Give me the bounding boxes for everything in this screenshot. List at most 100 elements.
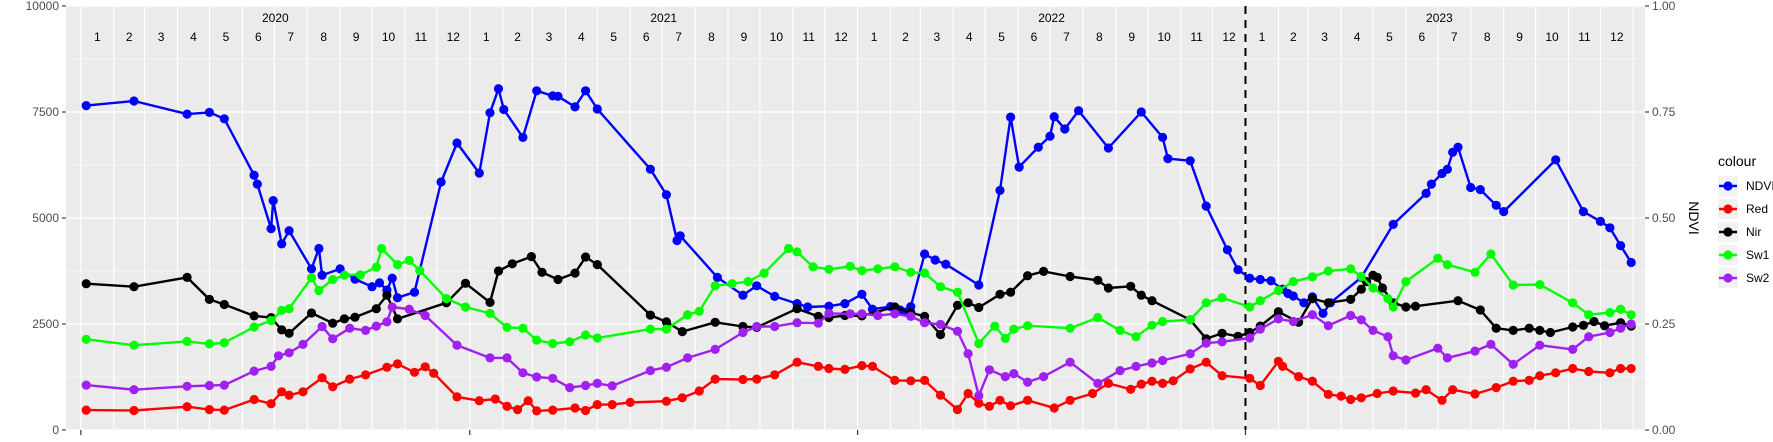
data-point-sw1 [204, 339, 214, 349]
year-labels: 2020 2021 2022 2023 [262, 11, 1453, 25]
month-label: 5 [223, 30, 230, 44]
data-point-ndvi [182, 109, 192, 119]
data-point-sw2 [485, 353, 495, 363]
data-point-ndvi [436, 177, 446, 187]
data-point-sw2 [1470, 346, 1480, 356]
data-point-sw2 [710, 344, 720, 354]
legend-item-nir: Nir [1718, 222, 1761, 242]
legend-item-sw2: Sw2 [1718, 268, 1770, 288]
series-sw1 [81, 243, 1636, 350]
data-point-red [1087, 388, 1098, 399]
data-point-ndvi [1201, 201, 1211, 211]
legend-item-sw1: Sw1 [1718, 245, 1770, 265]
data-point-sw1 [81, 334, 91, 344]
legend-key-point [1723, 204, 1733, 214]
data-point-sw2 [1323, 321, 1333, 331]
data-point-red [984, 401, 995, 411]
data-point-nir [1126, 281, 1136, 291]
data-point-sw1 [592, 333, 602, 343]
data-point-nir [306, 308, 317, 318]
data-point-sw2 [1273, 314, 1283, 324]
data-point-ndvi [1595, 216, 1605, 226]
data-point-sw2 [592, 378, 602, 388]
data-point-red [1421, 385, 1431, 395]
month-label: 6 [1419, 30, 1426, 44]
data-point-sw2 [1201, 338, 1211, 348]
data-point-sw1 [890, 262, 900, 272]
data-point-sw2 [1158, 355, 1168, 366]
data-point-nir [371, 304, 381, 314]
data-point-sw1 [1626, 310, 1636, 320]
data-point-sw2 [1388, 351, 1398, 361]
data-point-ndvi [129, 96, 139, 106]
data-point-red [920, 375, 930, 385]
month-label: 2 [126, 30, 133, 44]
data-point-sw2 [502, 353, 512, 363]
data-point-ndvi [317, 270, 327, 280]
data-point-sw2 [1009, 369, 1019, 379]
data-point-sw1 [1346, 264, 1356, 274]
data-point-red [661, 396, 672, 406]
data-point-sw2 [361, 325, 371, 335]
data-point-sw1 [518, 323, 528, 333]
month-label: 9 [741, 30, 748, 44]
month-label: 7 [287, 30, 294, 44]
data-point-sw1 [502, 322, 512, 332]
data-point-sw2 [1288, 316, 1298, 327]
data-point-ndvi [930, 255, 940, 265]
data-point-sw1 [485, 308, 495, 318]
data-point-nir [526, 252, 537, 262]
data-point-ndvi [1491, 200, 1501, 210]
data-point-nir [1535, 325, 1545, 335]
data-point-sw1 [974, 338, 984, 349]
data-point-nir [1491, 323, 1501, 333]
data-point-red [1616, 363, 1626, 374]
data-point-red [1136, 379, 1146, 389]
data-point-ndvi [1388, 219, 1398, 229]
data-point-sw2 [1383, 332, 1393, 342]
data-point-red [1103, 378, 1113, 388]
data-point-sw2 [1147, 358, 1157, 368]
data-point-nir [1453, 296, 1463, 306]
data-point-ndvi [532, 86, 542, 96]
data-point-red [1437, 395, 1447, 405]
data-point-red [452, 392, 462, 402]
data-point-sw2 [404, 304, 414, 314]
data-point-sw2 [845, 309, 855, 319]
data-point-sw2 [182, 381, 192, 391]
data-point-sw1 [219, 338, 229, 348]
data-point-nir [1006, 287, 1016, 297]
data-point-ndvi [1006, 112, 1016, 122]
data-point-nir [1217, 328, 1227, 338]
data-point-ndvi [1255, 274, 1265, 285]
data-point-sw2 [1433, 343, 1443, 353]
data-point-sw1 [1433, 253, 1443, 263]
data-point-nir [328, 318, 338, 328]
legend-label: Red [1746, 202, 1768, 216]
data-point-nir [1524, 323, 1534, 333]
data-point-ndvi [1163, 154, 1173, 164]
data-point-sw1 [1568, 298, 1578, 308]
data-point-red [857, 361, 867, 371]
data-point-sw1 [1255, 296, 1265, 306]
data-point-sw1 [1584, 310, 1594, 320]
data-point-nir [460, 278, 471, 288]
month-label: 6 [643, 30, 650, 44]
data-point-ndvi [857, 289, 867, 299]
data-point-nir [952, 300, 963, 310]
data-point-ndvi [738, 290, 748, 300]
data-point-sw2 [1093, 378, 1103, 388]
data-point-nir [1147, 296, 1157, 306]
data-point-sw1 [284, 304, 294, 314]
data-point-red [974, 398, 984, 408]
month-label: 10 [770, 30, 784, 44]
data-point-sw1 [873, 264, 883, 274]
legend-key-point [1723, 273, 1733, 283]
data-point-sw2 [345, 323, 355, 333]
data-point-sw1 [1605, 308, 1615, 318]
month-label: 12 [1222, 30, 1236, 44]
data-point-red [129, 405, 139, 416]
data-point-nir [1410, 301, 1421, 311]
data-point-red [592, 400, 602, 410]
